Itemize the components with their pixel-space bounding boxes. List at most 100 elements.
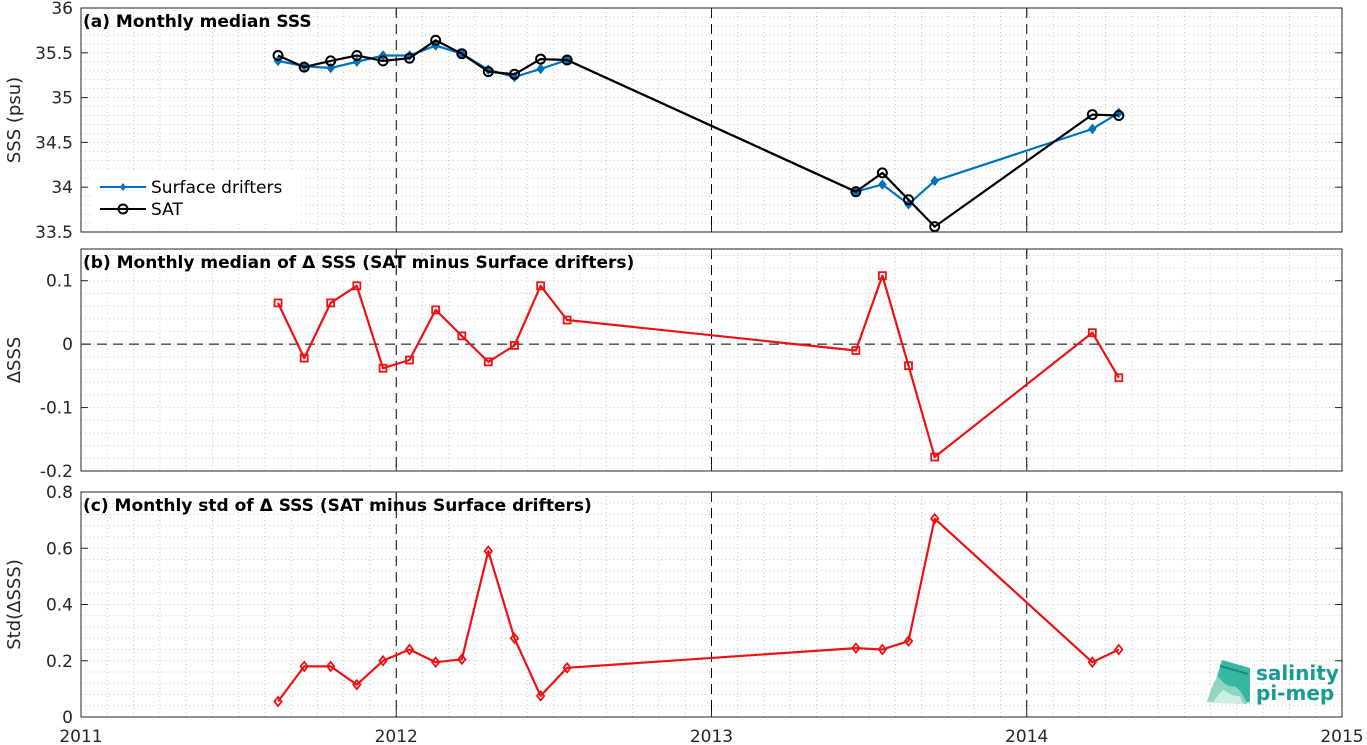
data-point [483,545,494,558]
data-point [1113,110,1125,122]
y-axis-label: ΔSSS [4,337,25,384]
data-point [430,656,441,669]
panel-title: (c) Monthly std of Δ SSS (SAT minus Surf… [83,496,592,516]
data-point [1087,656,1098,669]
data-point [273,695,283,708]
legend-box [91,169,301,225]
data-point [509,632,520,645]
data-point [403,52,415,64]
data-point [377,55,389,67]
y-tick-label: -0.1 [40,399,73,419]
data-point [535,689,546,702]
data-point [536,63,545,75]
legend: Surface drifters SAT [91,169,301,225]
series-line [277,517,1120,703]
data-point [351,49,363,61]
series-sat [272,34,1125,233]
y-tick-label: 0.1 [46,272,73,292]
data-point [536,281,546,291]
legend-sat-label: SAT [151,200,183,220]
data-point [877,271,887,281]
data-point [930,452,940,462]
y-tick-label: 34 [51,178,73,198]
data-point [1114,373,1124,383]
data-point [561,54,573,66]
legend-drifters-label: Surface drifters [151,178,282,198]
data-point [405,355,414,365]
panel-b: -0.2 -0.1 0 0.1 (b) Monthly median of Δ SSS … [4,248,1343,482]
legend-drifters-marker [120,183,126,191]
data-point [404,643,415,656]
data-point [272,49,284,61]
y-tick-label: 0 [62,708,73,728]
data-point [326,298,336,308]
data-point [562,315,572,325]
data-point [430,34,442,46]
y-tick-label: 36 [51,0,73,19]
grid [81,8,1342,232]
data-point [878,179,887,190]
x-axis: 2011 2012 2013 2014 2015 [59,727,1363,745]
x-tick-label: 2012 [375,727,418,745]
data-point [325,55,337,67]
data-point [299,660,309,673]
logo-text-pi-mep: pi-mep [1256,681,1334,705]
data-point [352,678,362,691]
data-point [1086,109,1098,121]
data-point [352,281,362,291]
data-point [457,653,467,666]
data-point [903,194,915,206]
data-point [1088,123,1097,135]
panel-c: 0 0.2 0.4 0.6 0.8 (c) Monthly std of Δ SSS (S… [4,483,1343,728]
y-tick-label: 0.2 [46,652,73,672]
data-point [1114,643,1124,656]
x-tick-label: 2014 [1005,727,1048,745]
data-point [431,305,441,315]
x-tick-label: 2011 [59,727,102,745]
plot-frame [80,7,1343,233]
y-tick-label: 0 [62,335,73,355]
x-tick-label: 2013 [690,727,733,745]
y-tick-label: 0.8 [46,483,73,503]
data-point [483,357,493,367]
y-tick-label: -0.2 [40,462,73,482]
data-point [930,175,939,187]
plot-frame [80,248,1343,472]
y-tick-label: 35.5 [35,44,73,64]
data-point [378,363,388,373]
data-point [510,341,519,350]
panel-title: (a) Monthly median SSS [83,12,312,32]
data-point [482,66,494,78]
data-point [456,48,468,60]
data-point [903,635,914,648]
y-axis-label: Std(ΔSSS) [4,559,25,650]
data-point [535,53,547,65]
data-point [876,167,888,179]
data-point [929,221,941,233]
data-point [1087,328,1097,338]
data-point [378,654,388,667]
data-point [298,61,310,73]
wave-logo-icon [1207,660,1250,704]
salinity-pi-mep-logo: salinity pi-mep [1207,660,1339,705]
data-point [850,186,862,198]
plot-frame [80,491,1343,718]
x-tick-label: 2015 [1320,727,1363,745]
panel-title: (b) Monthly median of Δ SSS (SAT minus S… [83,253,634,273]
grid [81,249,1342,471]
series-panel-c [273,512,1124,708]
y-axis-label: SSS (psu) [4,77,25,163]
series-panel-b [273,271,1124,462]
data-point [851,346,861,355]
y-tick-label: 34.5 [35,133,73,153]
y-tick-label: 0.4 [46,596,73,616]
data-point [299,353,309,363]
data-point [508,68,520,80]
data-point [273,298,283,308]
data-point [904,361,913,371]
y-tick-label: 0.6 [46,539,73,559]
data-point [562,661,572,674]
y-tick-label: 35 [51,89,73,109]
data-point [325,660,336,673]
